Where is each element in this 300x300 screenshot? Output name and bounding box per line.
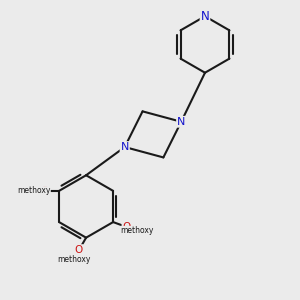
Text: methoxy: methoxy: [120, 226, 154, 235]
Text: N: N: [177, 117, 185, 127]
Text: O: O: [41, 186, 49, 196]
Text: O: O: [122, 222, 131, 232]
Text: methoxy: methoxy: [17, 186, 50, 195]
Text: O: O: [75, 245, 83, 255]
Text: N: N: [201, 10, 209, 23]
Text: N: N: [121, 142, 129, 152]
Text: methoxy: methoxy: [57, 255, 90, 264]
